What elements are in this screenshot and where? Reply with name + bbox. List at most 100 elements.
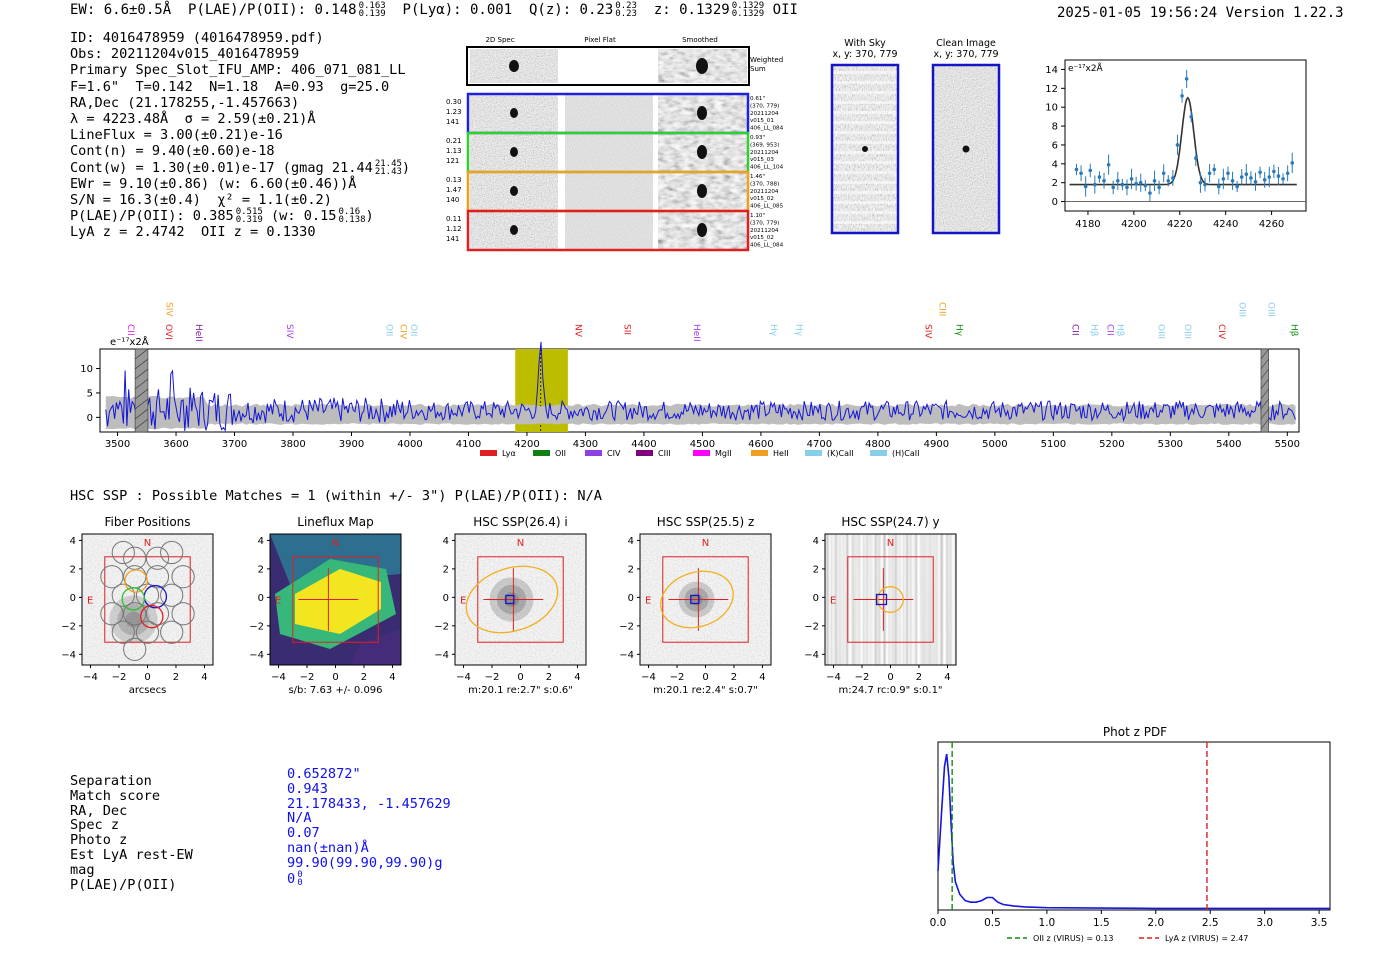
- spec2d-row: 0.21 1.13 121 0.93"(369, 953) 20211204v015_0…: [446, 131, 784, 174]
- fit-unit-label: e⁻¹⁷x2Å: [1068, 62, 1104, 74]
- fit-data-point: [1216, 178, 1221, 195]
- spectrum-xtick-label: 3600: [163, 439, 188, 450]
- plae-header: P(LAE)/P(OII): 0.148: [188, 2, 357, 18]
- spectrum-ytick-label: 10: [80, 364, 93, 375]
- fit-data-point: [1285, 165, 1290, 182]
- fit-data-point: [1267, 166, 1272, 188]
- pdf-xtick-label: 1.5: [1093, 917, 1110, 929]
- hsc-xtick-label: 2: [361, 672, 367, 683]
- pdf-xtick-label: 0.5: [984, 917, 1001, 929]
- hsc-panel-title: HSC SSP(25.5) z: [657, 515, 755, 529]
- hsc-xtick-label: 0: [887, 672, 893, 683]
- spectrum-xtick-label: 5100: [1041, 439, 1066, 450]
- match-label: Match score: [70, 787, 161, 804]
- spectrum-line: [105, 341, 1296, 432]
- line-id-label: OII: [384, 324, 394, 336]
- fit-data-point: [1083, 176, 1088, 197]
- fit-data-point: [1249, 171, 1253, 185]
- fit-data-point: [1106, 154, 1111, 175]
- hsc-panel-caption: m:24.7 rc:0.9" s:0.1": [838, 685, 942, 696]
- hsc-xtick-label: −4: [641, 672, 656, 683]
- hsc-xtick-label: 0: [517, 672, 523, 683]
- line-id-label: Hγ: [953, 324, 963, 337]
- svg-text:LyA z (VIRUS) = 2.47: LyA z (VIRUS) = 2.47: [1165, 934, 1248, 943]
- hsc-xtick-label: −2: [300, 672, 315, 683]
- spectrum-xtick-label: 4100: [456, 439, 481, 450]
- spec2d-row-stat: 141: [446, 118, 459, 126]
- full-spectrum-chart: SIV CIII OIII OIII CII OVI HeII SIV OII CIV OII NV…: [80, 302, 1300, 458]
- line-id-label: HeII: [193, 324, 203, 342]
- spec2d-row-stat: 141: [446, 235, 459, 243]
- fit-data-point: [1180, 89, 1184, 103]
- hsc-ytick-label: −4: [619, 650, 634, 661]
- fit-data-point: [1230, 171, 1235, 190]
- line-id-label: SIV: [284, 324, 294, 339]
- line-id-label: OIII: [1182, 324, 1192, 339]
- spectrum-xtick-label: 4000: [397, 439, 422, 450]
- q-header: Q(z): 0.23: [528, 2, 614, 18]
- z-line-header: OII: [772, 2, 798, 18]
- line-id-label: SIV: [922, 324, 932, 339]
- plya-header: P(Lyα): 0.001: [402, 2, 513, 18]
- hsc-ytick-label: −2: [61, 621, 76, 632]
- hsc-ytick-label: 4: [443, 536, 449, 547]
- hsc-ssp-title: HSC SSP : Possible Matches = 1 (within +…: [70, 488, 602, 504]
- timestamp: 2025-01-05 19:56:24: [1057, 5, 1218, 21]
- line-id-label: CIV: [398, 324, 408, 340]
- info-ewr: EWr = 9.10(±0.86) (w: 6.60(±0.46))Å: [70, 175, 357, 192]
- hsc-xtick-label: −2: [112, 672, 127, 683]
- match-label: RA, Dec: [70, 802, 128, 819]
- info-id: ID: 4016478959 (4016478959.pdf): [70, 30, 324, 46]
- fit-xtick-label: 4220: [1167, 219, 1192, 230]
- fit-data-point: [1138, 173, 1143, 192]
- fit-data-point: [1198, 172, 1203, 193]
- fit-model-line: [1069, 96, 1297, 186]
- hsc-ytick-label: 2: [70, 564, 76, 575]
- line-id-label: OIII: [1156, 324, 1166, 339]
- info-lineflux: LineFlux = 3.00(±0.21)e-16: [70, 127, 283, 144]
- hsc-xtick-label: −4: [826, 672, 841, 683]
- fit-data-point: [1203, 177, 1207, 192]
- info-plae: P(LAE)/P(OII): 0.385 0.515 0.319 (w: 0.15 0…: [70, 207, 374, 226]
- fit-data-point: [1212, 163, 1216, 176]
- cutout-images: [830, 63, 1001, 235]
- sky-stripes: [832, 71, 898, 224]
- legend-item: (H)CaII: [870, 449, 919, 458]
- hsc-panel-caption: m:20.1 re:2.7" s:0.6": [468, 685, 573, 696]
- fit-data-point: [1194, 150, 1198, 167]
- spec2d-row-meta: 406_LL_084: [750, 126, 784, 132]
- fit-data-point: [1262, 171, 1267, 188]
- spec2d-row-meta: 406_LL_084: [750, 243, 784, 249]
- fit-data-point: [1189, 110, 1194, 123]
- spectrum-xtick-label: 3500: [105, 439, 130, 450]
- match-value: nan(±nan)Å: [287, 839, 369, 856]
- line-id-label: HeII: [691, 324, 701, 342]
- match-label: Est LyA rest-EW: [70, 846, 193, 863]
- compass-e: E: [275, 596, 281, 607]
- line-id-label: Hγ: [794, 324, 804, 337]
- fit-data-point: [1290, 152, 1295, 174]
- weighted-sum-row: Weighted Sum: [466, 46, 783, 86]
- hsc-xtick-label: 2: [173, 672, 179, 683]
- spec2d-row-stat: 0.11: [446, 215, 462, 223]
- fit-data-point: [1157, 180, 1161, 195]
- line-id-label: CIV: [1216, 324, 1226, 340]
- info-contn: Cont(n) = 9.40(±0.60)e-18: [70, 143, 275, 160]
- info-lambda: λ = 4223.48Å σ = 2.59(±0.21)Å: [70, 111, 316, 128]
- hsc-ytick-label: 0: [258, 593, 264, 604]
- fit-ytick-label: 4: [1052, 159, 1058, 170]
- spec2d-row-meta: (370, 788): [750, 181, 779, 187]
- svg-text:OII z (VIRUS) = 0.13: OII z (VIRUS) = 0.13: [1033, 934, 1113, 943]
- spec2d-row-meta: 1.10": [750, 213, 765, 219]
- pdf-xtick-label: 0.0: [930, 917, 947, 929]
- z-header: z: 0.1329: [653, 2, 730, 18]
- spec2d-row-meta: 20211204: [750, 189, 779, 195]
- hsc-ytick-label: 2: [628, 564, 634, 575]
- compass-n: N: [332, 538, 339, 549]
- compass-e: E: [830, 596, 836, 607]
- hsc-xtick-label: −2: [485, 672, 500, 683]
- fit-xtick-label: 4240: [1213, 219, 1238, 230]
